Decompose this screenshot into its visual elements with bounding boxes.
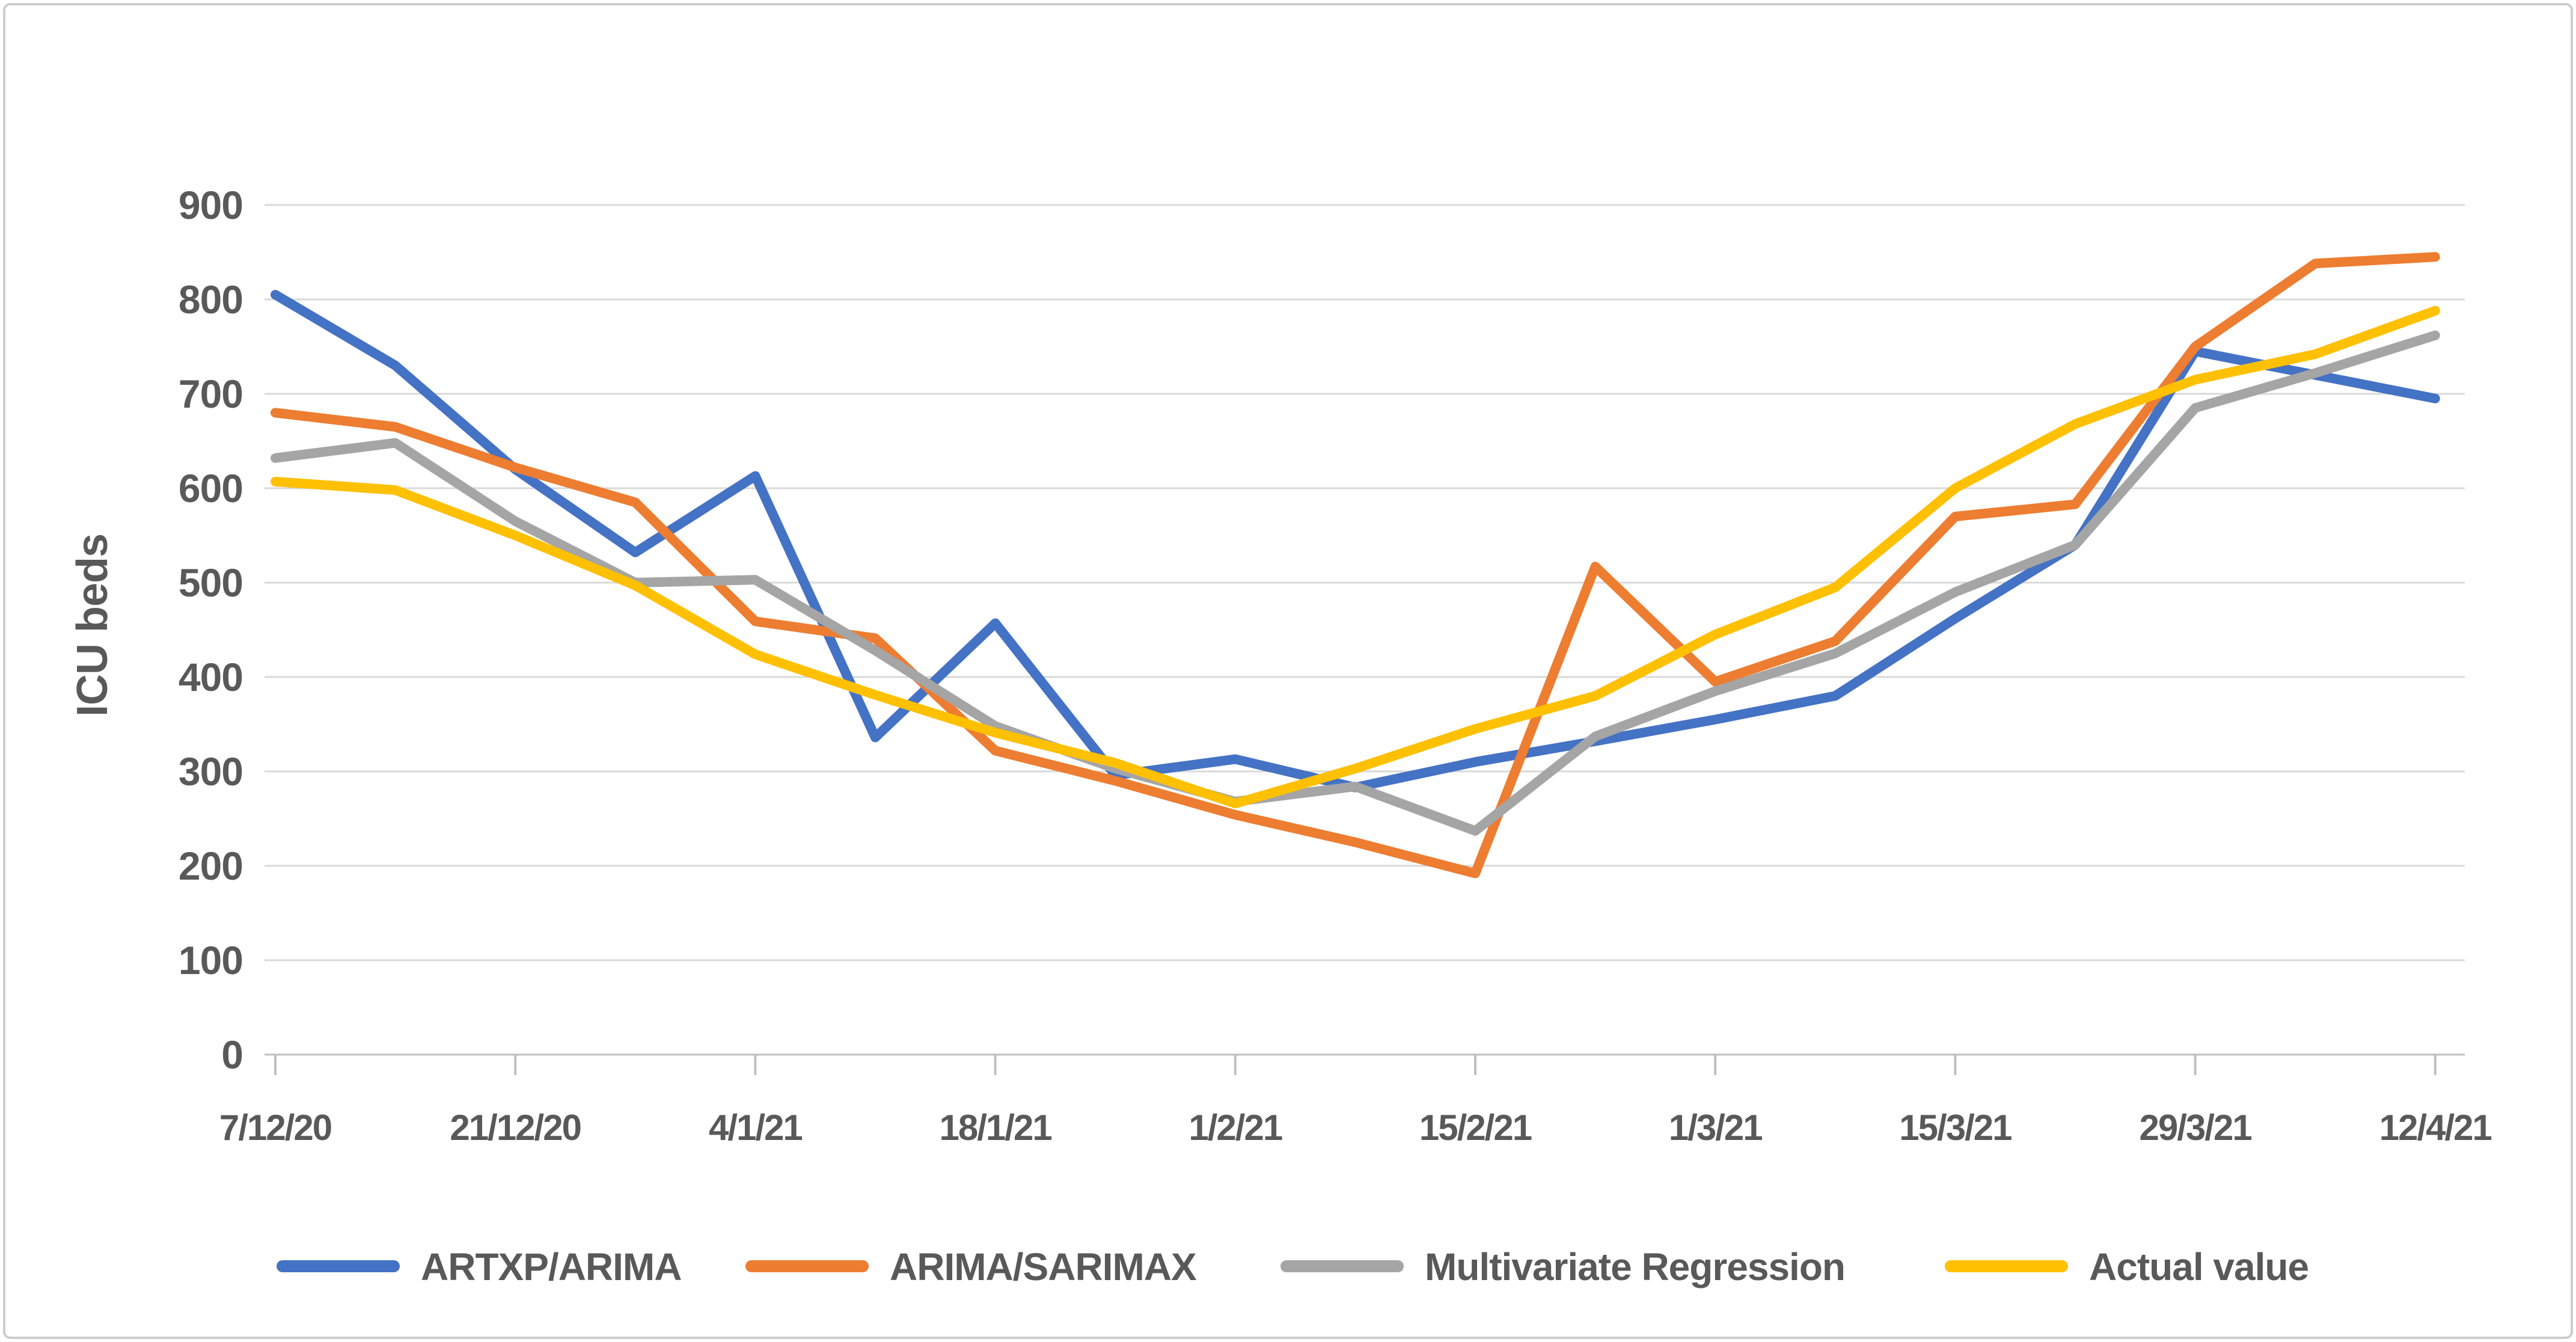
x-axis-tick-label: 15/3/21	[1899, 1108, 2012, 1148]
x-axis-tick-label: 18/1/21	[940, 1108, 1052, 1148]
y-axis-tick-label: 900	[179, 183, 243, 227]
legend-item-multivariate-regression: Multivariate Regression	[1280, 1245, 1846, 1288]
y-axis-tick-label: 0	[221, 1032, 243, 1077]
x-axis-tick-label: 1/2/21	[1189, 1108, 1282, 1148]
x-axis-tick-label: 29/3/21	[2140, 1108, 2252, 1148]
y-axis-tick-label: 400	[179, 655, 243, 699]
y-axis-tick-label: 500	[179, 560, 243, 605]
legend-item-label: ARIMA/SARIMAX	[890, 1245, 1197, 1288]
legend-item-arima-sarimax: ARIMA/SARIMAX	[745, 1245, 1198, 1288]
y-axis-tick-label: 200	[179, 844, 243, 888]
x-axis-tick-label: 7/12/20	[219, 1108, 331, 1148]
x-axis-tick-label: 1/3/21	[1669, 1108, 1762, 1148]
y-axis-tick-label: 100	[179, 938, 243, 982]
y-axis-tick-label: 800	[179, 277, 243, 322]
legend: ARTXP/ARIMA ARIMA/SARIMAX Multivariate Reg…	[277, 1245, 2309, 1288]
x-axis-tick-label: 15/2/21	[1419, 1108, 1532, 1148]
y-axis-tick-label: 300	[179, 749, 243, 794]
series-line-arima-sarimax	[271, 252, 2440, 878]
y-axis-title: ICU beds	[69, 534, 117, 717]
legend-item-artxp-arima: ARTXP/ARIMA	[277, 1245, 682, 1288]
x-axis-tick-label: 12/4/21	[2379, 1108, 2492, 1148]
legend-item-label: Actual value	[2089, 1245, 2308, 1288]
legend-item-label: Multivariate Regression	[1425, 1245, 1845, 1288]
y-axis-tick-label: 600	[179, 466, 243, 510]
x-axis-tick-label: 21/12/20	[450, 1108, 581, 1148]
x-axis-tick-label: 4/1/21	[709, 1108, 802, 1148]
series-line-actual-value	[271, 305, 2440, 809]
legend-item-label: ARTXP/ARIMA	[421, 1245, 681, 1288]
series-line-artxp-arima	[271, 290, 2440, 792]
legend-item-actual-value: Actual value	[1945, 1245, 2309, 1288]
y-axis-tick-label: 700	[179, 372, 243, 416]
